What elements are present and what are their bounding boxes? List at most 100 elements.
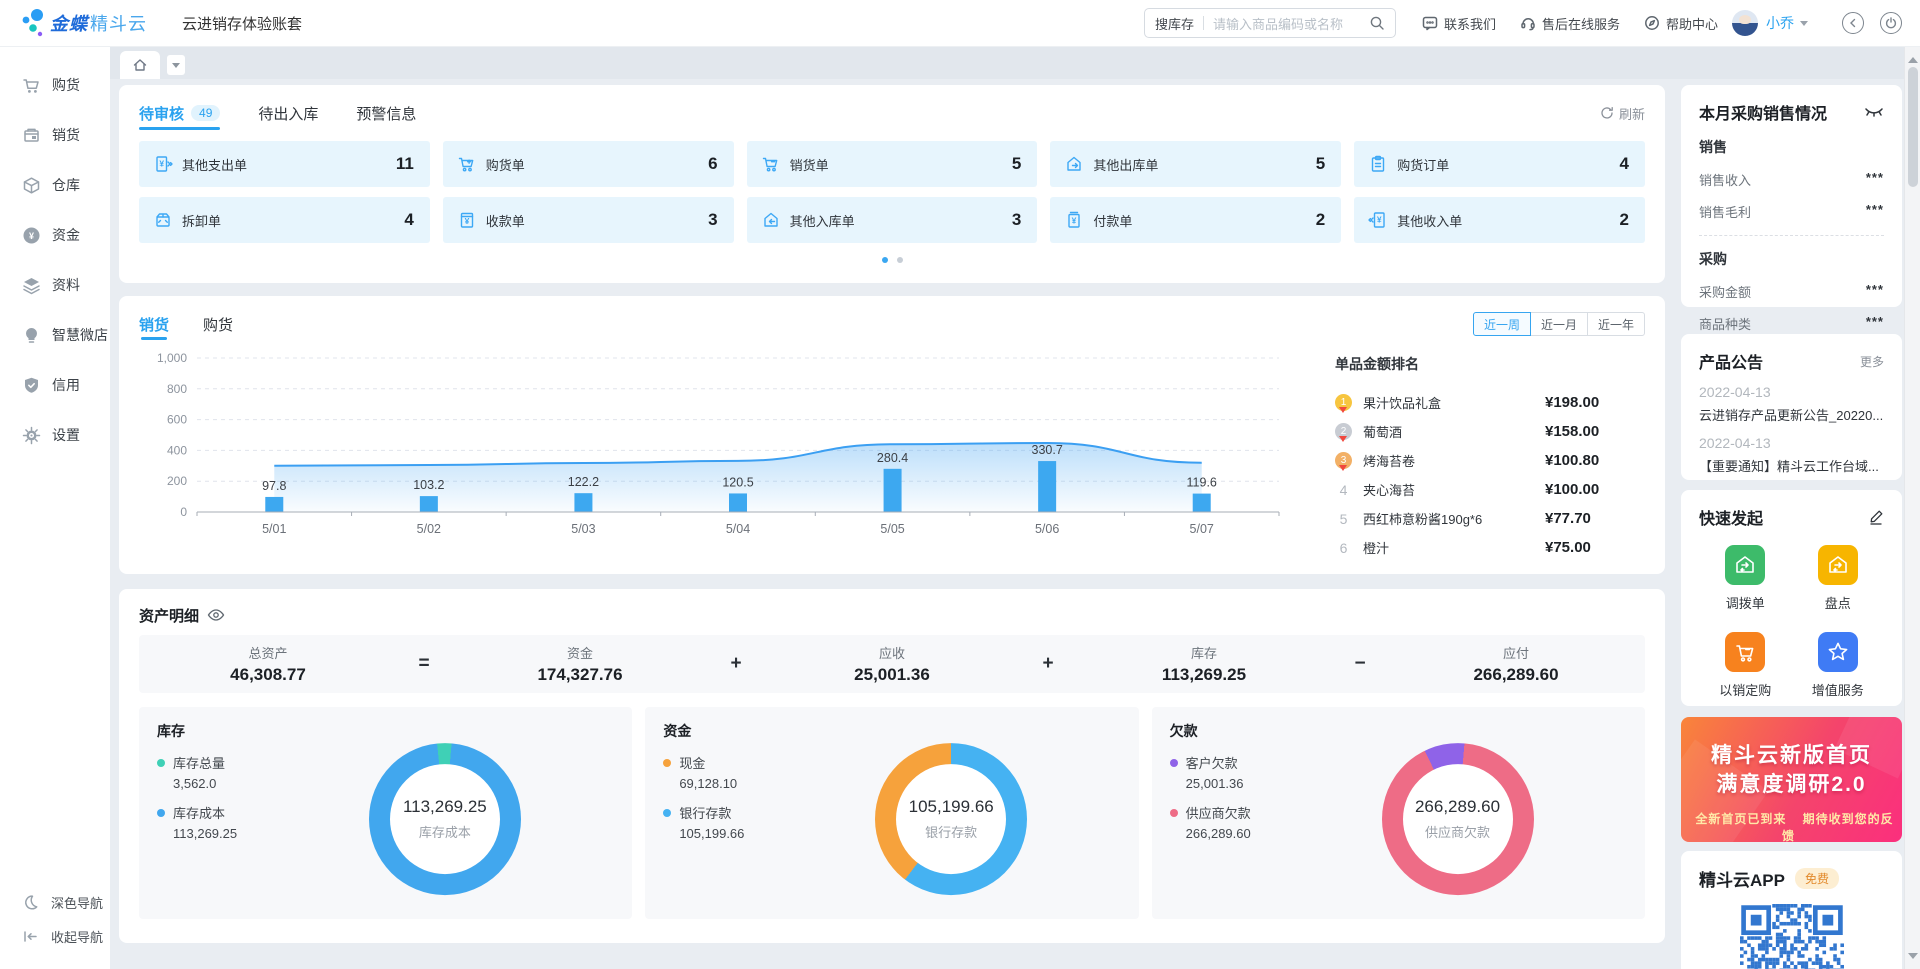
legend-dot (157, 759, 165, 767)
range-week-button[interactable]: 近一周 (1473, 312, 1531, 336)
tile-receipt[interactable]: ¥ 收款单 3 (443, 197, 734, 243)
app-download-card: 精斗云APP 免费 (1681, 851, 1902, 969)
funds-donut-chart[interactable]: 105,199.66 银行存款 (875, 743, 1027, 895)
search-icon[interactable] (1369, 15, 1385, 31)
assets-detail-card: 资产明细 总资产 46,308.77 = 资金 174,327.76 + (119, 589, 1665, 943)
ranking-item-amount: ¥75.00 (1541, 539, 1629, 556)
announcement-link[interactable]: 【重要通知】精斗云工作台域... (1699, 456, 1884, 475)
help-center-link[interactable]: 帮助中心 (1644, 14, 1718, 33)
tile-disassembly[interactable]: 拆卸单 4 (139, 197, 430, 243)
range-month-button[interactable]: 近一月 (1530, 312, 1588, 336)
tab-alerts[interactable]: 预警信息 (356, 98, 416, 128)
user-menu-chevron-down-icon[interactable] (1800, 21, 1808, 30)
donut-card-title: 资金 (663, 721, 1120, 741)
tile-sales-doc[interactable]: 销货单 5 (747, 141, 1038, 187)
sidebar-item-data[interactable]: 资料 (0, 261, 110, 309)
tile-other-expense[interactable]: ¥ 其他支出单 11 (139, 141, 430, 187)
page-scrollbar[interactable] (1904, 47, 1920, 969)
sidebar-item-warehouse[interactable]: 仓库 (0, 161, 110, 209)
tile-purchase-order-doc[interactable]: 购货单 6 (443, 141, 734, 187)
ranking-row[interactable]: 2 葡萄酒 ¥158.00 (1335, 417, 1629, 446)
donut-legend: 现金 69,128.10 银行存款 105,199.66 (663, 753, 833, 841)
more-link[interactable]: 更多 (1860, 353, 1884, 370)
quick-stocktake[interactable]: 盘点 (1818, 545, 1858, 612)
range-year-button[interactable]: 近一年 (1587, 312, 1645, 336)
donut-center-value: 105,199.66 (909, 797, 994, 817)
quick-value-added-service[interactable]: 增值服务 (1812, 632, 1864, 699)
eye-icon[interactable] (207, 608, 225, 622)
edit-pencil-icon[interactable] (1868, 509, 1884, 525)
survey-banner[interactable]: 精斗云新版首页 满意度调研2.0 全新首页已到来 期待收到您的反馈 (1681, 717, 1902, 842)
announcement-link[interactable]: 云进销存产品更新公告_20220... (1699, 405, 1884, 424)
search-category-select[interactable]: 搜库存 (1155, 14, 1194, 33)
svg-text:5/04: 5/04 (726, 522, 750, 536)
refresh-icon (1600, 106, 1614, 120)
page-dot-1[interactable] (882, 257, 888, 263)
ranking-row[interactable]: 6 橙汁 ¥75.00 (1335, 533, 1629, 562)
tile-other-income[interactable]: ¥ 其他收入单 2 (1354, 197, 1645, 243)
user-avatar[interactable] (1732, 10, 1758, 36)
donut-center-label: 银行存款 (925, 822, 977, 841)
app-logo[interactable]: 金蝶 精斗云 (0, 7, 150, 39)
page-dot-2[interactable] (897, 257, 903, 263)
scroll-up-arrow[interactable] (1908, 52, 1918, 63)
quick-launch-grid: 调拨单 盘点 以销定购 (1699, 545, 1884, 699)
account-title: 云进销存体验账套 (182, 13, 302, 34)
contact-us-link[interactable]: 联系我们 (1422, 14, 1496, 33)
quick-purchase-by-sales[interactable]: 以销定购 (1719, 632, 1771, 699)
sidebar-item-credit[interactable]: 信用 (0, 361, 110, 409)
after-sales-service-link[interactable]: 售后在线服务 (1520, 14, 1620, 33)
donut-center-label: 库存成本 (419, 822, 471, 841)
sidebar-item-funds[interactable]: ¥ 资金 (0, 211, 110, 259)
legend-value: 266,289.60 (1186, 826, 1340, 841)
collapse-nav-button[interactable]: 收起导航 (0, 919, 110, 953)
summary-label: 商品种类 (1699, 314, 1751, 333)
equation-operator: + (709, 653, 763, 675)
legend-dot (663, 809, 671, 817)
tile-payment[interactable]: ¥ 付款单 2 (1050, 197, 1341, 243)
topbar: 金蝶 精斗云 云进销存体验账套 搜库存 请输入商品编码或名称 联系我们 (0, 0, 1920, 47)
summary-value-masked: *** (1866, 170, 1884, 189)
quick-transfer-order[interactable]: 调拨单 (1725, 545, 1765, 612)
sales-trend-chart[interactable]: 02004006008001,00097.8103.2122.2120.5280… (139, 344, 1299, 556)
collapse-nav-label: 收起导航 (51, 927, 103, 946)
logo-text-bold: 金蝶 (50, 10, 88, 36)
scroll-down-arrow[interactable] (1908, 953, 1918, 964)
logout-power-button[interactable] (1880, 12, 1902, 34)
inventory-donut-chart[interactable]: 113,269.25 库存成本 (369, 743, 521, 895)
eye-closed-icon[interactable] (1864, 106, 1884, 118)
home-tab[interactable] (120, 51, 160, 79)
tab-list-dropdown[interactable] (167, 55, 185, 75)
search-input[interactable]: 请输入商品编码或名称 (1213, 14, 1369, 33)
tab-label: 待审核 (139, 103, 184, 124)
ranking-row[interactable]: 5 西红柿意粉酱190g*6 ¥77.70 (1335, 504, 1629, 533)
refresh-button[interactable]: 刷新 (1600, 104, 1645, 123)
summary-value-masked: *** (1866, 282, 1884, 301)
tab-pending-approval[interactable]: 待审核 49 (139, 98, 220, 128)
sidebar-item-sales[interactable]: 销货 (0, 111, 110, 159)
ranking-row[interactable]: 1 果汁饮品礼盒 ¥198.00 (1335, 388, 1629, 417)
tile-other-inbound[interactable]: 其他入库单 3 (747, 197, 1038, 243)
ranking-row[interactable]: 4 夹心海苔 ¥100.00 (1335, 475, 1629, 504)
tab-purchase[interactable]: 购货 (203, 309, 233, 339)
sidebar-label: 资料 (52, 275, 80, 295)
scrollbar-thumb[interactable] (1908, 67, 1918, 187)
dark-nav-toggle[interactable]: 深色导航 (0, 885, 110, 919)
tab-sales[interactable]: 销货 (139, 309, 169, 339)
ranking-row[interactable]: 3 烤海苔卷 ¥100.80 (1335, 446, 1629, 475)
cart-icon (1725, 632, 1765, 672)
back-button[interactable] (1842, 12, 1864, 34)
quick-launch-title: 快速发起 (1699, 505, 1763, 529)
tile-purchase-order[interactable]: 购货订单 4 (1354, 141, 1645, 187)
sidebar-item-purchase[interactable]: 购货 (0, 61, 110, 109)
pending-tile-grid: ¥ 其他支出单 11 购货单 6 销货单 (139, 141, 1645, 243)
tab-pending-inout[interactable]: 待出入库 (258, 98, 318, 128)
user-name[interactable]: 小乔 (1766, 13, 1794, 33)
search-box[interactable]: 搜库存 请输入商品编码或名称 (1144, 8, 1396, 38)
sidebar-item-micro-shop[interactable]: 智慧微店 (0, 311, 110, 359)
debts-donut-chart[interactable]: 266,289.60 供应商欠款 (1382, 743, 1534, 895)
sidebar-item-settings[interactable]: 设置 (0, 411, 110, 459)
tile-other-outbound[interactable]: 其他出库单 5 (1050, 141, 1341, 187)
svg-text:800: 800 (167, 382, 187, 396)
summary-label: 销售毛利 (1699, 202, 1751, 221)
